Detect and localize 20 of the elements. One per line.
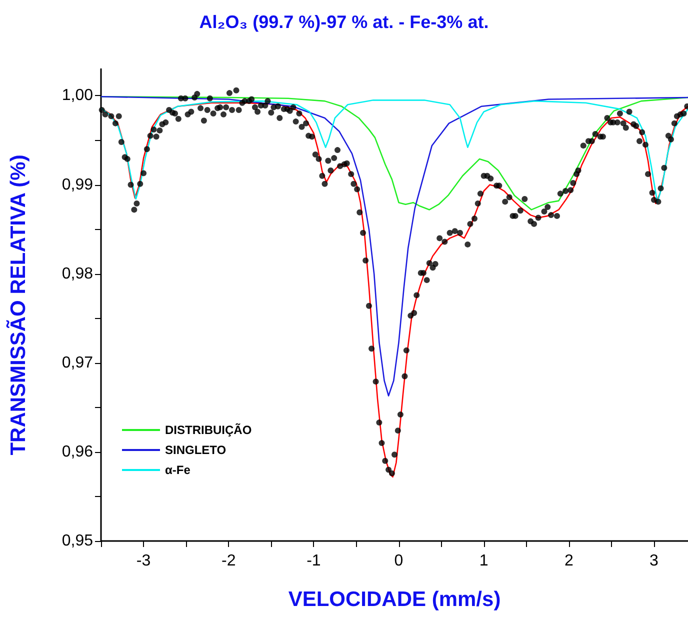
x-tick-label: -2	[221, 552, 236, 570]
x-tick-label: 2	[564, 552, 574, 570]
x-tick-label: -3	[136, 552, 151, 570]
x-axis-title: VELOCIDADE (mm/s)	[288, 588, 501, 611]
y-tick-label: 0,95	[62, 532, 94, 550]
y-tick-label: 0,96	[62, 443, 94, 460]
line-series	[100, 96, 688, 396]
legend-label: DISTRIBUIÇÃO	[165, 423, 252, 437]
y-tick-label: 0,99	[62, 176, 94, 194]
x-tick-label: 0	[394, 552, 404, 570]
x-tick-label: 1	[479, 552, 488, 570]
y-tick-label: 1,00	[62, 87, 94, 104]
chart-title: Al₂O₃ (99.7 %)-97 % at. - Fe-3% at.	[199, 12, 489, 32]
y-axis-title: TRANSMISSÃO RELATIVA (%)	[6, 154, 30, 456]
legend-label: α-Fe	[165, 463, 191, 477]
y-tick-label: 0,97	[62, 354, 94, 372]
y-tick-label: 0,98	[62, 265, 94, 282]
legend-label: SINGLETO	[165, 443, 226, 457]
x-tick-label: 3	[650, 552, 659, 570]
x-tick-label: -1	[306, 552, 321, 570]
